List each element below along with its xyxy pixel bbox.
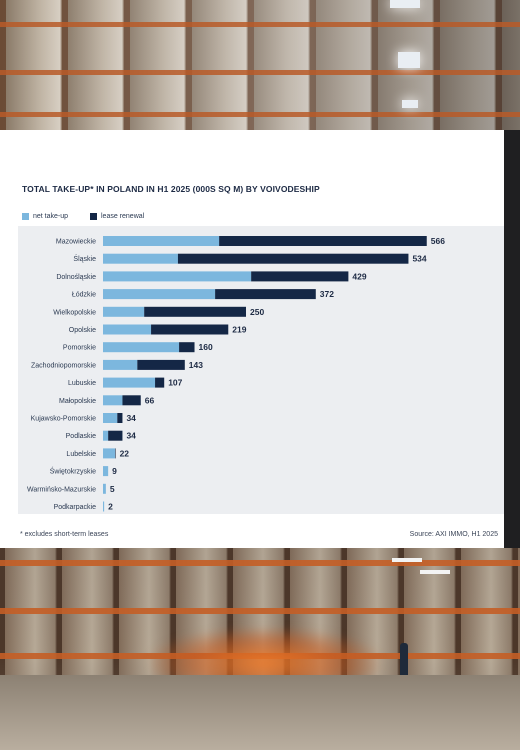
legend-swatch-net [22, 212, 29, 220]
bar-net-take-up [103, 395, 123, 406]
total-label: 5 [110, 484, 115, 494]
bar-net-take-up [103, 413, 118, 423]
category-label: Podkarpackie [54, 504, 97, 511]
bar-lease-renewal [155, 377, 165, 388]
warehouse-photo-bottom [0, 548, 520, 750]
legend-net-take-up: net take-up [22, 210, 68, 222]
plot-area: Mazowieckie 566 Śląskie 534 Dolnośląskie 429 Ł… [18, 226, 504, 514]
total-label: 2 [108, 502, 113, 512]
bar-net-take-up [103, 324, 152, 335]
total-label: 143 [189, 360, 203, 370]
bar-lease-renewal [179, 342, 195, 353]
worker-figure [400, 643, 408, 683]
warehouse-floor [0, 675, 520, 750]
category-label: Małopolskie [59, 398, 96, 405]
bar-lease-renewal [122, 395, 141, 406]
category-label: Podlaskie [66, 433, 96, 440]
total-label: 9 [112, 466, 117, 476]
category-label: Zachodniopomorskie [31, 362, 96, 369]
bar-lease-renewal [177, 253, 409, 264]
bar-net-take-up [103, 236, 220, 246]
bar-lease-renewal [115, 448, 116, 459]
bar-net-take-up [103, 253, 178, 264]
category-label: Opolskie [69, 327, 96, 334]
total-label: 107 [168, 378, 182, 388]
total-label: 34 [126, 413, 136, 423]
category-label: Lubuskie [68, 380, 96, 387]
total-label: 429 [352, 271, 366, 281]
category-label: Mazowieckie [56, 239, 96, 246]
total-label: 160 [199, 342, 213, 352]
total-label: 250 [250, 307, 264, 317]
total-label: 566 [431, 236, 445, 246]
legend-swatch-renewal [90, 212, 97, 220]
photo-edge-right [504, 130, 520, 550]
total-label: 372 [320, 289, 334, 299]
category-label: Kujawsko-Pomorskie [31, 416, 96, 423]
total-label: 219 [232, 325, 246, 335]
source-note: Source: AXI IMMO, H1 2025 [409, 531, 498, 538]
chart-title: TOTAL TAKE-UP* IN POLAND IN H1 2025 (000… [22, 184, 320, 194]
bar-net-take-up [103, 501, 105, 512]
total-label: 534 [412, 254, 426, 264]
category-label: Wielkopolskie [53, 309, 96, 316]
warehouse-photo-top [0, 0, 520, 130]
bar-net-take-up [103, 342, 180, 353]
bar-net-take-up [103, 483, 106, 494]
bar-lease-renewal [251, 271, 349, 282]
bar-lease-renewal [215, 289, 316, 300]
total-label: 34 [126, 431, 136, 441]
total-label: 22 [120, 448, 130, 458]
category-label: Łódzkie [72, 292, 96, 299]
bar-lease-renewal [137, 359, 185, 370]
legend-label-net: net take-up [33, 212, 69, 220]
bar-net-take-up [103, 448, 116, 459]
category-label: Lubelskie [66, 451, 96, 458]
total-label: 66 [145, 395, 155, 405]
bar-lease-renewal [151, 324, 229, 335]
category-label: Pomorskie [63, 345, 96, 352]
bar-lease-renewal [144, 306, 246, 317]
category-label: Świętokrzyskie [50, 467, 96, 476]
bar-lease-renewal [108, 430, 123, 441]
category-label: Warmińsko-Mazurskie [27, 486, 96, 493]
legend-label-renewal: lease renewal [101, 212, 145, 220]
bar-net-take-up [103, 306, 145, 317]
bar-net-take-up [103, 377, 156, 388]
bar-net-take-up [103, 359, 138, 370]
bar-net-take-up [103, 466, 109, 477]
bar-net-take-up [103, 430, 109, 441]
legend-lease-renewal: lease renewal [90, 210, 144, 222]
footnote: * excludes short-term leases [20, 531, 109, 538]
category-label: Dolnośląskie [56, 274, 96, 281]
bar-net-take-up [103, 289, 216, 300]
bar-lease-renewal [117, 413, 123, 423]
bar-lease-renewal [219, 236, 427, 246]
category-label: Śląskie [73, 254, 96, 263]
bar-net-take-up [103, 271, 252, 282]
